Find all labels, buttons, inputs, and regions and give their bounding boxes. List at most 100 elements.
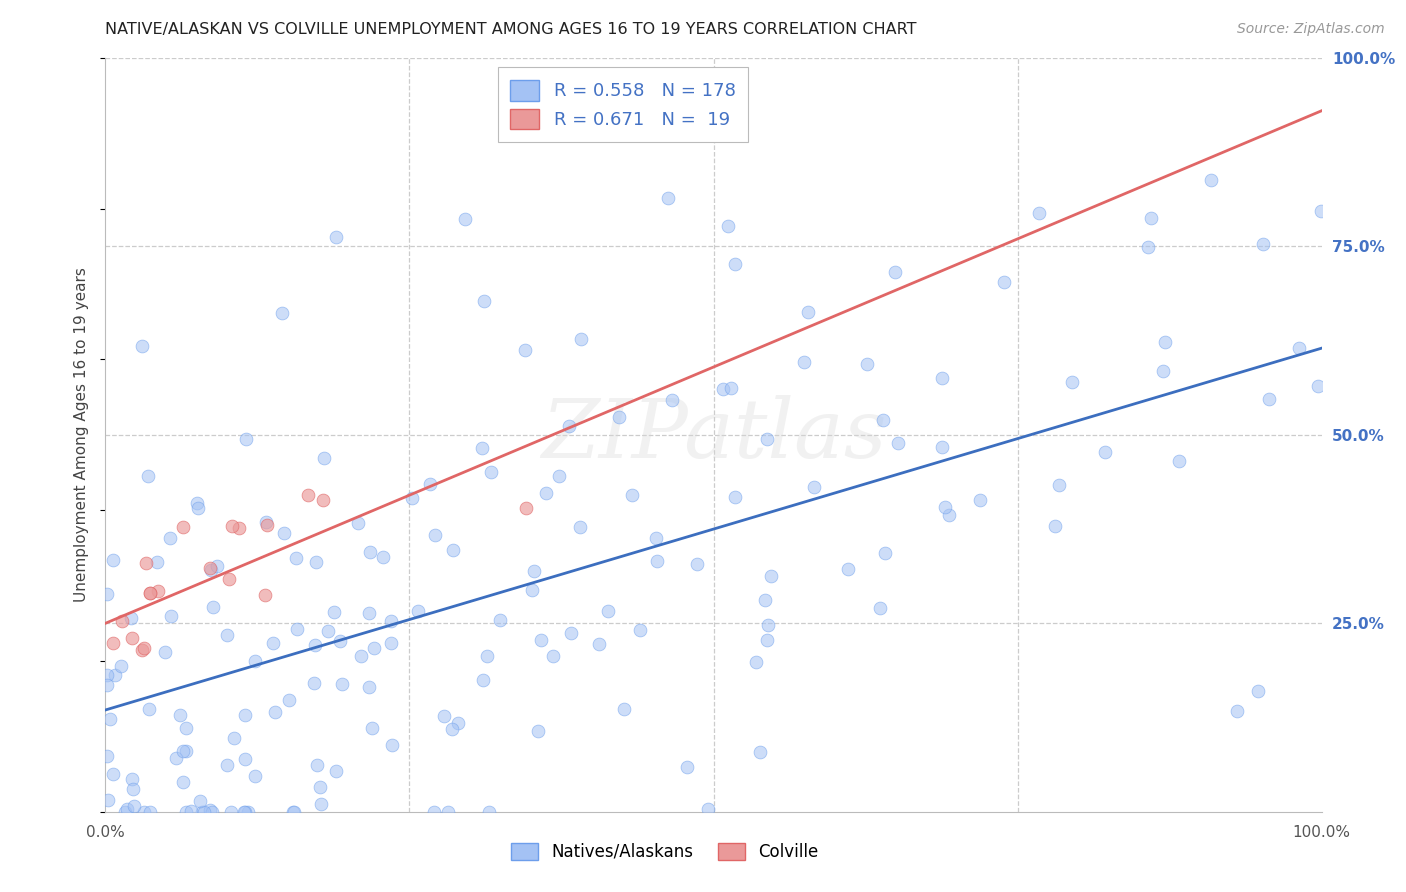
Point [323, 605, 346, 619]
Point [169, 708, 191, 723]
Point [233, 707, 256, 722]
Point [305, 555, 328, 569]
Point [1288, 341, 1310, 355]
Point [221, 519, 243, 533]
Point [931, 371, 953, 385]
Point [283, 805, 305, 819]
Point [1253, 237, 1275, 252]
Point [193, 805, 215, 819]
Point [1226, 704, 1249, 718]
Point [96, 668, 118, 682]
Y-axis label: Unemployment Among Ages 16 to 19 years: Unemployment Among Ages 16 to 19 years [75, 268, 90, 602]
Point [425, 528, 447, 542]
Point [1047, 477, 1070, 491]
Point [657, 191, 679, 205]
Point [993, 275, 1015, 289]
Point [357, 606, 380, 620]
Point [938, 508, 960, 523]
Point [515, 501, 537, 516]
Point [645, 531, 668, 545]
Point [253, 588, 276, 602]
Point [232, 805, 254, 819]
Point [756, 633, 779, 648]
Point [621, 487, 644, 501]
Point [436, 805, 458, 819]
Point [541, 649, 564, 664]
Point [245, 654, 267, 668]
Point [243, 769, 266, 783]
Point [120, 611, 142, 625]
Point [717, 219, 740, 234]
Point [132, 640, 155, 655]
Point [201, 805, 224, 819]
Point [148, 584, 170, 599]
Point [419, 476, 441, 491]
Point [96, 678, 118, 692]
Point [478, 805, 501, 819]
Point [111, 614, 134, 628]
Point [174, 805, 197, 819]
Point [202, 599, 225, 614]
Point [172, 520, 194, 534]
Point [1152, 364, 1174, 378]
Point [191, 805, 214, 819]
Point [557, 418, 579, 433]
Text: NATIVE/ALASKAN VS COLVILLE UNEMPLOYMENT AMONG AGES 16 TO 19 YEARS CORRELATION CH: NATIVE/ALASKAN VS COLVILLE UNEMPLOYMENT … [105, 22, 917, 37]
Legend: Natives/Alaskans, Colville: Natives/Alaskans, Colville [505, 836, 825, 867]
Point [523, 564, 546, 578]
Point [1043, 518, 1066, 533]
Point [522, 582, 544, 597]
Point [441, 542, 464, 557]
Point [371, 549, 394, 564]
Point [198, 803, 221, 817]
Point [350, 648, 373, 663]
Point [233, 805, 256, 819]
Point [160, 608, 183, 623]
Point [530, 632, 553, 647]
Point [278, 693, 301, 707]
Point [711, 383, 734, 397]
Point [104, 668, 127, 682]
Point [471, 673, 494, 687]
Point [479, 465, 502, 479]
Point [1060, 375, 1083, 389]
Point [329, 633, 352, 648]
Point [488, 614, 510, 628]
Point [114, 805, 136, 819]
Point [883, 265, 905, 279]
Point [121, 772, 143, 787]
Point [609, 410, 631, 425]
Point [1154, 335, 1177, 350]
Point [534, 486, 557, 500]
Point [131, 338, 153, 352]
Point [613, 702, 636, 716]
Point [645, 554, 668, 568]
Point [121, 782, 143, 797]
Point [873, 545, 896, 559]
Point [1028, 206, 1050, 220]
Point [138, 702, 160, 716]
Point [325, 764, 347, 778]
Point [302, 675, 325, 690]
Point [472, 293, 495, 308]
Point [297, 487, 319, 501]
Point [686, 557, 709, 571]
Point [837, 562, 859, 576]
Point [165, 751, 187, 765]
Point [217, 757, 239, 772]
Point [447, 715, 470, 730]
Point [228, 521, 250, 535]
Point [98, 713, 121, 727]
Point [869, 601, 891, 615]
Point [598, 604, 620, 618]
Point [207, 559, 229, 574]
Point [1306, 378, 1329, 392]
Point [1140, 211, 1163, 225]
Point [159, 531, 181, 545]
Point [526, 724, 548, 739]
Point [271, 305, 294, 319]
Point [1257, 392, 1279, 406]
Point [124, 799, 146, 814]
Point [720, 382, 742, 396]
Point [283, 805, 305, 819]
